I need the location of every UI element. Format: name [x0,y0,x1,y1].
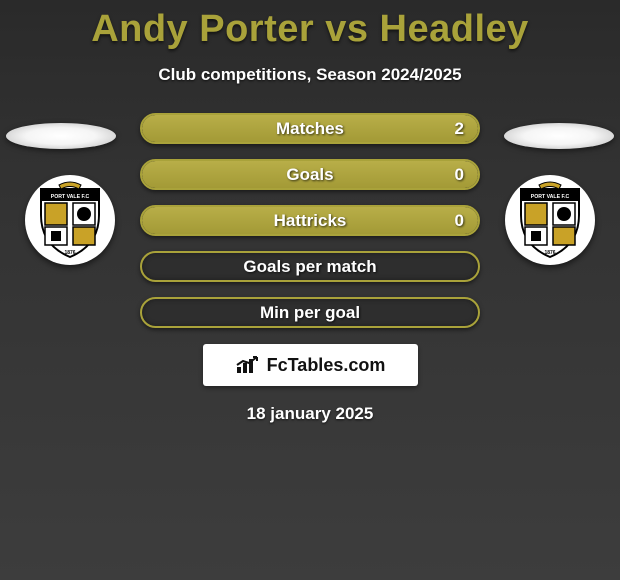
svg-text:PORT VALE F.C: PORT VALE F.C [51,194,90,200]
club-badge-right: PORT VALE F.C 1876 [505,175,595,265]
club-badge-left: PORT VALE F.C 1876 [25,175,115,265]
branding-banner: FcTables.com [203,344,418,386]
branding-label: FcTables.com [267,355,386,376]
stat-label: Goals [142,161,478,188]
stats-container: Matches2Goals0Hattricks0Goals per matchM… [140,113,480,328]
player-avatar-right [504,123,614,149]
stat-left-value: 2 [455,115,464,142]
stat-left-value: 0 [455,161,464,188]
stat-bar: Min per goal [140,297,480,328]
player-avatar-left [6,123,116,149]
club-shield-icon: PORT VALE F.C 1876 [517,181,583,259]
stat-left-value: 0 [455,207,464,234]
stat-label: Matches [142,115,478,142]
stat-label: Hattricks [142,207,478,234]
subtitle: Club competitions, Season 2024/2025 [0,65,620,85]
page-title: Andy Porter vs Headley [0,0,620,51]
stat-label: Min per goal [142,299,478,326]
stat-bar: Goals0 [140,159,480,190]
svg-text:PORT VALE F.C: PORT VALE F.C [531,194,570,200]
club-shield-icon: PORT VALE F.C 1876 [37,181,103,259]
date-label: 18 january 2025 [0,404,620,424]
svg-text:1876: 1876 [64,250,75,256]
svg-text:1876: 1876 [544,250,555,256]
bar-chart-icon [235,355,261,375]
stat-bar: Matches2 [140,113,480,144]
stat-bar: Hattricks0 [140,205,480,236]
stat-bar: Goals per match [140,251,480,282]
stat-label: Goals per match [142,253,478,280]
